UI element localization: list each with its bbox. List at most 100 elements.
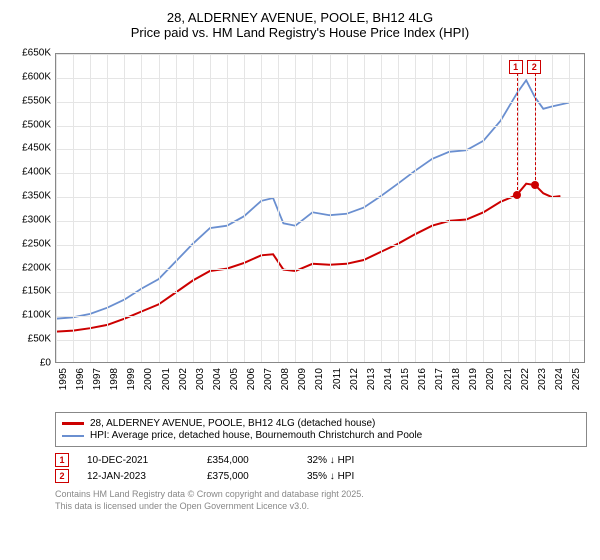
gridline-horizontal bbox=[56, 269, 584, 270]
legend-row: 28, ALDERNEY AVENUE, POOLE, BH12 4LG (de… bbox=[62, 418, 580, 429]
gridline-vertical bbox=[483, 54, 484, 362]
gridline-vertical bbox=[193, 54, 194, 362]
x-axis-label: 2008 bbox=[280, 368, 291, 390]
gridline-vertical bbox=[107, 54, 108, 362]
sale-row: 110-DEC-2021£354,00032% ↓ HPI bbox=[55, 453, 587, 467]
gridline-vertical bbox=[466, 54, 467, 362]
title-address: 28, ALDERNEY AVENUE, POOLE, BH12 4LG bbox=[5, 10, 595, 25]
x-axis-label: 1999 bbox=[126, 368, 137, 390]
x-axis-label: 2004 bbox=[212, 368, 223, 390]
x-axis-label: 2025 bbox=[571, 368, 582, 390]
gridline-horizontal bbox=[56, 173, 584, 174]
gridline-vertical bbox=[176, 54, 177, 362]
y-axis-label: £200K bbox=[22, 262, 51, 273]
line-series-svg bbox=[56, 54, 586, 364]
gridline-horizontal bbox=[56, 316, 584, 317]
sales-table: 110-DEC-2021£354,00032% ↓ HPI 2 12-JAN-202… bbox=[55, 453, 587, 483]
gridline-vertical bbox=[330, 54, 331, 362]
gridline-vertical bbox=[73, 54, 74, 362]
gridline-vertical bbox=[244, 54, 245, 362]
legend-label: 28, ALDERNEY AVENUE, POOLE, BH12 4LG (de… bbox=[90, 418, 375, 429]
gridline-vertical bbox=[141, 54, 142, 362]
x-axis-label: 2012 bbox=[349, 368, 360, 390]
sale-marker-badge: 2 bbox=[527, 60, 541, 74]
gridline-horizontal bbox=[56, 102, 584, 103]
gridline-vertical bbox=[124, 54, 125, 362]
gridline-horizontal bbox=[56, 292, 584, 293]
gridline-horizontal bbox=[56, 126, 584, 127]
sale-marker-dot bbox=[531, 181, 539, 189]
y-axis-label: £400K bbox=[22, 167, 51, 178]
chart-container: 28, ALDERNEY AVENUE, POOLE, BH12 4LG Pri… bbox=[0, 0, 600, 517]
x-axis-label: 2001 bbox=[161, 368, 172, 390]
x-axis-label: 2014 bbox=[383, 368, 394, 390]
y-axis-label: £550K bbox=[22, 95, 51, 106]
gridline-vertical bbox=[569, 54, 570, 362]
gridline-horizontal bbox=[56, 340, 584, 341]
gridline-vertical bbox=[381, 54, 382, 362]
x-axis-label: 2006 bbox=[246, 368, 257, 390]
title-subtitle: Price paid vs. HM Land Registry's House … bbox=[5, 25, 595, 40]
x-axis-label: 2011 bbox=[332, 368, 343, 390]
sale-marker-badge: 1 bbox=[509, 60, 523, 74]
x-axis-label: 1996 bbox=[75, 368, 86, 390]
x-axis-label: 2015 bbox=[400, 368, 411, 390]
series-price_paid bbox=[56, 184, 560, 332]
y-axis-label: £100K bbox=[22, 310, 51, 321]
y-axis-label: £0 bbox=[40, 358, 51, 369]
x-axis-label: 2017 bbox=[434, 368, 445, 390]
gridline-vertical bbox=[90, 54, 91, 362]
gridline-horizontal bbox=[56, 78, 584, 79]
legend-swatch bbox=[62, 435, 84, 437]
y-axis-label: £650K bbox=[22, 48, 51, 59]
gridline-vertical bbox=[518, 54, 519, 362]
x-axis-label: 2023 bbox=[537, 368, 548, 390]
sale-row-date: 12-JAN-2023 bbox=[87, 471, 207, 482]
gridline-vertical bbox=[449, 54, 450, 362]
gridline-vertical bbox=[552, 54, 553, 362]
legend-row: HPI: Average price, detached house, Bour… bbox=[62, 430, 580, 441]
x-axis-label: 2013 bbox=[366, 368, 377, 390]
gridline-vertical bbox=[364, 54, 365, 362]
gridline-vertical bbox=[261, 54, 262, 362]
footer-line2: This data is licensed under the Open Gov… bbox=[55, 501, 587, 513]
gridline-vertical bbox=[210, 54, 211, 362]
gridline-vertical bbox=[312, 54, 313, 362]
sale-marker-line bbox=[517, 68, 518, 195]
x-axis-label: 2010 bbox=[314, 368, 325, 390]
x-axis-label: 2022 bbox=[520, 368, 531, 390]
sale-marker-line bbox=[535, 68, 536, 185]
x-axis-label: 2018 bbox=[451, 368, 462, 390]
gridline-vertical bbox=[295, 54, 296, 362]
legend-label: HPI: Average price, detached house, Bour… bbox=[90, 430, 422, 441]
sale-row-delta: 32% ↓ HPI bbox=[307, 455, 354, 466]
sale-row-badge: 2 bbox=[55, 469, 69, 483]
sale-marker-dot bbox=[513, 191, 521, 199]
y-axis-label: £350K bbox=[22, 191, 51, 202]
gridline-vertical bbox=[398, 54, 399, 362]
gridline-vertical bbox=[227, 54, 228, 362]
sale-row-price: £354,000 bbox=[207, 455, 307, 466]
gridline-vertical bbox=[415, 54, 416, 362]
sale-row: 2 12-JAN-2023£375,00035% ↓ HPI bbox=[55, 469, 587, 483]
x-axis-label: 2019 bbox=[468, 368, 479, 390]
legend-swatch bbox=[62, 422, 84, 425]
gridline-horizontal bbox=[56, 54, 584, 55]
y-axis-label: £300K bbox=[22, 214, 51, 225]
x-axis-label: 2007 bbox=[263, 368, 274, 390]
gridline-vertical bbox=[159, 54, 160, 362]
sale-row-price: £375,000 bbox=[207, 471, 307, 482]
y-axis-label: £150K bbox=[22, 286, 51, 297]
x-axis-label: 2016 bbox=[417, 368, 428, 390]
y-axis-label: £500K bbox=[22, 119, 51, 130]
sale-row-delta: 35% ↓ HPI bbox=[307, 471, 354, 482]
gridline-vertical bbox=[501, 54, 502, 362]
chart-area: £0£50K£100K£150K£200K£250K£300K£350K£400… bbox=[5, 48, 595, 408]
y-axis-label: £50K bbox=[28, 334, 51, 345]
sale-row-date: 10-DEC-2021 bbox=[87, 455, 207, 466]
x-axis-label: 2021 bbox=[503, 368, 514, 390]
gridline-vertical bbox=[432, 54, 433, 362]
gridline-horizontal bbox=[56, 197, 584, 198]
gridline-horizontal bbox=[56, 245, 584, 246]
x-axis-label: 2020 bbox=[485, 368, 496, 390]
